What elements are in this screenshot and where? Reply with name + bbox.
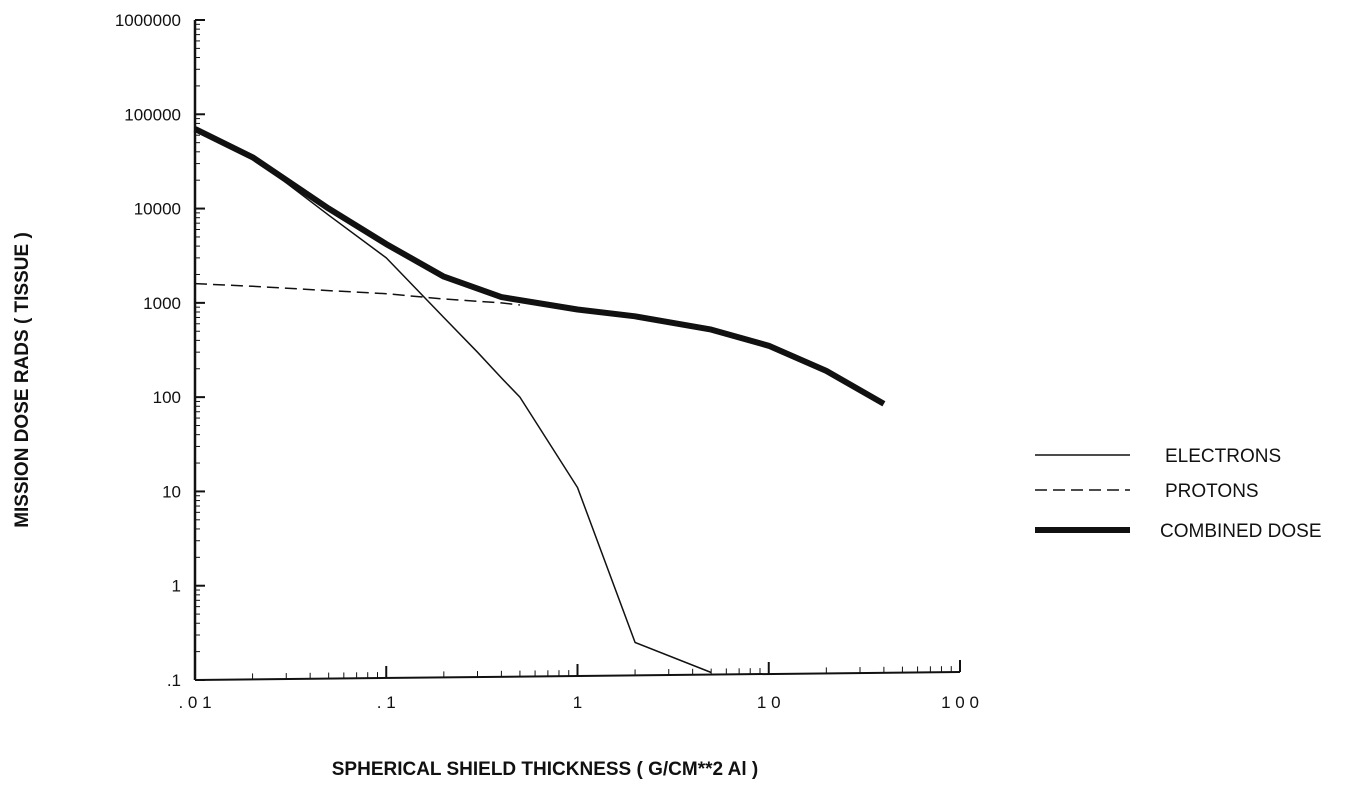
y-tick-label: .1 [167, 671, 181, 690]
y-tick-label: 100000 [124, 105, 181, 124]
y-tick-label: 10 [162, 482, 181, 501]
series-line-protons [194, 282, 520, 306]
legend-label-electrons: ELECTRONS [1165, 446, 1281, 467]
x-tick-label: 1 0 0 [941, 693, 979, 712]
x-tick-label: . 0 1 [178, 693, 211, 712]
x-tick-label: 1 [573, 693, 582, 712]
legend: ELECTRONS PROTONS COMBINED DOSE [1035, 446, 1322, 542]
y-tick-label: 1000000 [115, 11, 181, 30]
y-tick-label: 1 [172, 577, 181, 596]
x-tick-label: . 1 [377, 693, 396, 712]
x-axis-title: SPHERICAL SHIELD THICKNESS ( G/CM**2 Al … [332, 759, 759, 780]
y-axis-title: MISSION DOSE RADS ( TISSUE ) [12, 232, 33, 528]
y-tick-label: 1000 [143, 294, 181, 313]
legend-label-protons: PROTONS [1165, 481, 1259, 502]
legend-label-combined-dose: COMBINED DOSE [1160, 521, 1322, 542]
y-tick-label: 100 [153, 388, 181, 407]
series-group [193, 126, 886, 674]
y-axis-tick-labels: .1 1 10 100 1000 10000 100000 1000000 [115, 11, 181, 690]
x-axis-line [194, 671, 961, 681]
y-axis-ticks [195, 19, 205, 681]
x-tick-label: 1 0 [757, 693, 781, 712]
y-tick-label: 10000 [134, 200, 181, 219]
x-axis-tick-labels: . 0 1 . 1 1 1 0 1 0 0 [178, 693, 978, 712]
series-line-electrons [194, 128, 712, 674]
series-line-combined-dose [193, 126, 886, 407]
